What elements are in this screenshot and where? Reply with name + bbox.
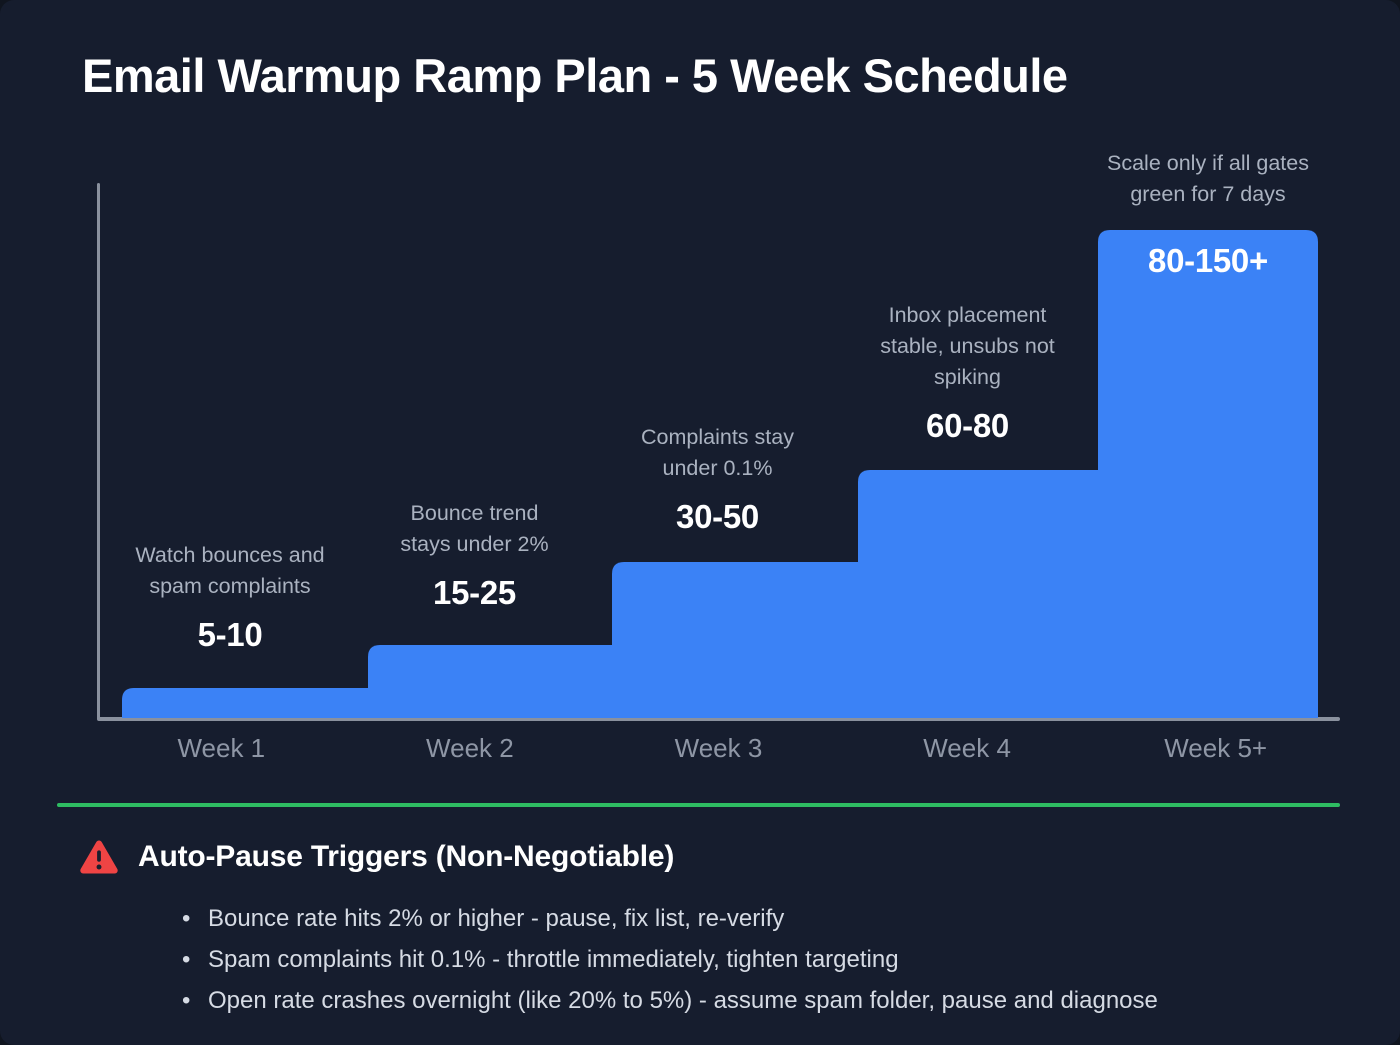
week-2-value: 15-25 — [433, 574, 516, 611]
bar-week-3 — [612, 562, 858, 718]
week-5-note: Scale only if all gates green for 7 days — [1107, 151, 1309, 206]
week-3-value: 30-50 — [676, 498, 759, 535]
week-4-value: 60-80 — [926, 407, 1009, 444]
week-3-note: Complaints stay under 0.1% — [641, 425, 794, 480]
warning-triangle-icon — [80, 840, 118, 874]
x-tick-week-1: Week 1 — [177, 733, 266, 763]
week-1-note: Watch bounces and spam complaints — [135, 543, 325, 598]
annotation-week-5: Scale only if all gates green for 7 days… — [1082, 148, 1334, 280]
x-tick-week-5: Week 5+ — [1164, 733, 1268, 763]
bar-week-2 — [368, 645, 612, 718]
list-item: Spam complaints hit 0.1% - throttle imme… — [180, 939, 1158, 980]
week-4-note: Inbox placement stable, unsubs not spiki… — [880, 303, 1055, 389]
bar-staircase — [122, 230, 1318, 718]
auto-pause-title: Auto-Pause Triggers (Non-Negotiable) — [138, 840, 675, 873]
x-axis-line — [97, 717, 1340, 721]
x-tick-week-4: Week 4 — [923, 733, 1011, 763]
bar-week-5 — [1098, 230, 1318, 718]
section-divider — [57, 803, 1340, 807]
ramp-chart: Watch bounces and spam complaints 5-10 B… — [97, 148, 1340, 783]
auto-pause-header: Auto-Pause Triggers (Non-Negotiable) — [78, 838, 674, 876]
list-item: Bounce rate hits 2% or higher - pause, f… — [180, 898, 1158, 939]
bar-week-4 — [858, 470, 1098, 718]
trigger-list: Bounce rate hits 2% or higher - pause, f… — [180, 898, 1158, 1021]
week-1-value: 5-10 — [197, 616, 263, 653]
x-tick-week-3: Week 3 — [674, 733, 763, 763]
bar-week-1 — [122, 688, 368, 718]
page-title: Email Warmup Ramp Plan - 5 Week Schedule — [82, 49, 1068, 102]
week-5-value: 80-150+ — [1148, 242, 1268, 279]
annotation-week-2: Bounce trend stays under 2% 15-25 — [352, 498, 597, 612]
annotation-week-4: Inbox placement stable, unsubs not spiki… — [845, 300, 1090, 445]
annotation-week-1: Watch bounces and spam complaints 5-10 — [105, 540, 355, 654]
x-axis-labels: Week 1 Week 2 Week 3 Week 4 Week 5+ — [97, 733, 1340, 783]
list-item: Open rate crashes overnight (like 20% to… — [180, 980, 1158, 1021]
y-axis-line — [97, 183, 100, 720]
annotation-week-3: Complaints stay under 0.1% 30-50 — [595, 422, 840, 536]
x-tick-week-2: Week 2 — [426, 733, 514, 763]
week-2-note: Bounce trend stays under 2% — [400, 501, 549, 556]
